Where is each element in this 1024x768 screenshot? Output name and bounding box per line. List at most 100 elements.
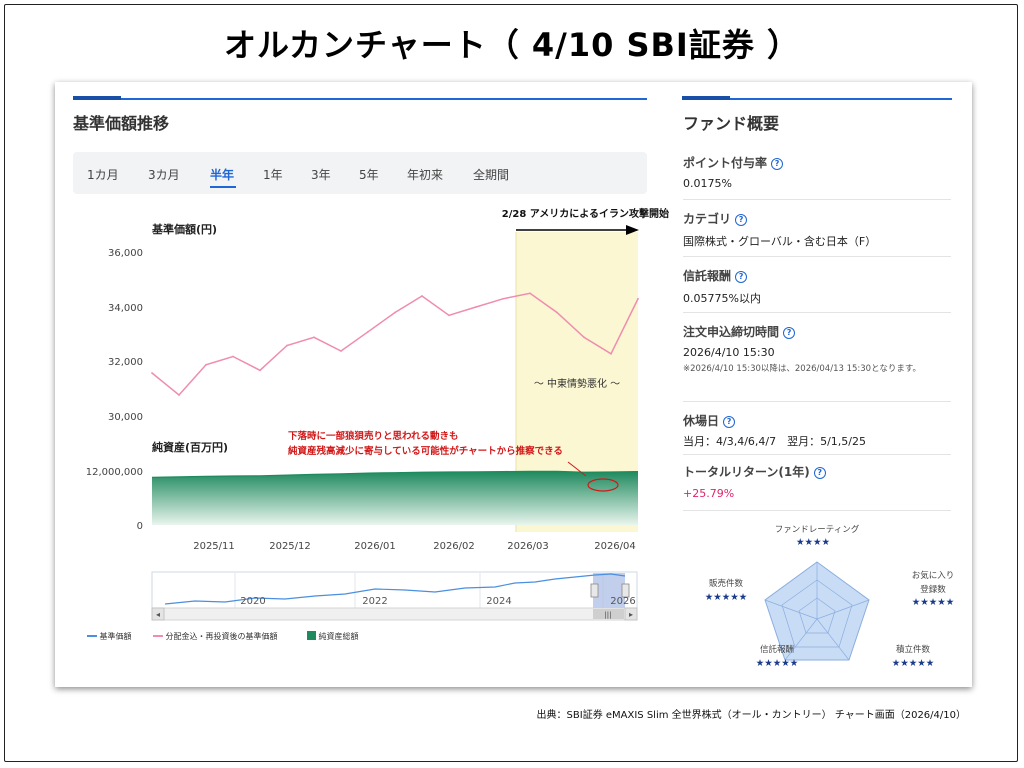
x-tick-label: 2026/01 <box>354 541 396 552</box>
navigator-tick-label: 2024 <box>486 596 511 607</box>
nav-axis-title: 基準価額(円) <box>151 222 217 236</box>
order-deadline-note: ※2026/4/10 15:30以降は、2026/04/13 15:30となりま… <box>683 364 921 374</box>
tab-6month[interactable]: 半年 <box>210 168 235 182</box>
nav-point <box>259 369 261 372</box>
asset-line <box>151 470 639 478</box>
navigator-tick-label: 2022 <box>362 596 387 607</box>
rating-stars: ★★★★★ <box>892 658 935 669</box>
holiday-label: 休場日? <box>683 412 736 429</box>
radar-axis <box>816 618 850 661</box>
legend-assets[interactable]: 純資産総額 <box>307 631 359 642</box>
holiday-value: 当月：4/3,4/6,4/7 翌月：5/1,5/25 <box>683 435 867 448</box>
help-icon[interactable]: ? <box>771 158 784 170</box>
drop-pointer-line <box>567 461 587 477</box>
nav-point <box>286 344 288 347</box>
scroll-grip-icon: ||| <box>604 611 611 619</box>
asset-tick-label: 12,000,000 <box>86 467 143 478</box>
reinvest-nav-series <box>151 292 639 397</box>
navigator-tick-label: 2020 <box>240 596 265 607</box>
nav-point <box>448 314 450 317</box>
y-tick-label: 32,000 <box>108 357 143 368</box>
asset-axis-title: 純資産(百万円) <box>152 440 228 454</box>
nav-point <box>394 311 396 314</box>
help-icon[interactable]: ? <box>735 271 748 283</box>
help-icon[interactable]: ? <box>735 214 748 226</box>
divider <box>683 510 951 511</box>
nav-point <box>178 394 180 396</box>
total-return-label: トータルリターン(1年)? <box>683 463 826 480</box>
navigator-right-handle[interactable] <box>621 583 630 598</box>
legend-assets-swatch <box>307 631 316 640</box>
x-tick-label: 2026/04 <box>594 541 636 552</box>
radar-axis <box>816 599 870 620</box>
rating-label-fund-rating: ファンドレーティング <box>775 524 860 535</box>
rating-stars: ★★★★★ <box>756 658 799 669</box>
help-icon[interactable]: ? <box>783 327 796 339</box>
order-deadline-label: 注文申込締切時間? <box>683 323 796 340</box>
legend-nav-swatch <box>87 635 97 637</box>
tab-1month[interactable]: 1カ月 <box>87 168 119 182</box>
navigator-left-handle[interactable] <box>590 583 599 598</box>
tab-1year[interactable]: 1年 <box>263 168 283 182</box>
page-title: オルカンチャート（ 4/10 SBI証券 ） <box>224 26 800 64</box>
legend-reinvest-swatch <box>153 635 163 637</box>
tab-3year[interactable]: 3年 <box>311 168 331 182</box>
drop-annotation-line2: 純資産残高減少に寄与している可能性がチャートから推察できる <box>288 445 563 457</box>
drop-highlight-ellipse <box>587 478 619 492</box>
war-arrow-head <box>626 225 639 235</box>
nav-point <box>637 297 639 300</box>
asset-area <box>152 471 638 525</box>
legend-nav-label: 基準価額 <box>99 632 132 641</box>
order-deadline-value: 2026/4/10 15:30 <box>683 346 775 359</box>
active-tab-underline <box>210 186 236 188</box>
war-annotation: 2/28 アメリカによるイラン攻撃開始 <box>502 207 669 220</box>
rating-label-favorites-2: 登録数 <box>920 584 946 595</box>
navigator-scrollbar[interactable] <box>151 607 638 621</box>
range-navigator[interactable] <box>151 571 638 610</box>
point-rate-label: ポイント付与率? <box>683 154 784 171</box>
navigator-tick-label: 2026 <box>610 596 635 607</box>
help-icon[interactable]: ? <box>723 416 736 428</box>
tab-3month[interactable]: 3カ月 <box>148 168 180 182</box>
legend-reinvest-label: 分配金込・再投資後の基準価額 <box>165 632 278 641</box>
radar-axis <box>784 618 818 661</box>
category-value: 国際株式・グローバル・含む日本（F） <box>683 235 877 248</box>
period-tabs: 1カ月 3カ月 半年 1年 3年 5年 年初来 全期間 <box>73 152 647 194</box>
y-tick-label: 34,000 <box>108 303 143 314</box>
rating-stars: ★★★★★ <box>912 597 955 608</box>
scroll-left-button[interactable] <box>151 607 165 621</box>
section-divider-accent <box>73 96 121 100</box>
source-caption: 出典：SBI証券 eMAXIS Slim 全世界株式（オール・カントリー） チャ… <box>536 710 966 721</box>
radar-grid <box>798 597 836 634</box>
drop-annotation-line1: 下落時に一部狼狽売りと思われる動きも <box>288 430 459 442</box>
divider <box>683 454 951 455</box>
fund-rating-radar: ファンドレーティング ★★★★ お気に入り 登録数 ★★★★★ 積立件数 ★★★… <box>705 524 955 669</box>
x-tick-label: 2026/02 <box>433 541 475 552</box>
rating-label-favorites-1: お気に入り <box>912 570 955 581</box>
scroll-right-button[interactable] <box>624 607 638 621</box>
chart-section-title: 基準価額推移 <box>73 114 170 133</box>
nav-point <box>340 350 342 352</box>
price-chart[interactable]: 基準価額(円) 36,000 34,000 32,000 30,000 純資産(… <box>55 82 972 687</box>
tab-all[interactable]: 全期間 <box>473 168 510 182</box>
divider <box>683 199 951 200</box>
nav-point <box>475 306 477 308</box>
tab-5year[interactable]: 5年 <box>359 168 379 182</box>
legend-nav[interactable]: 基準価額 <box>87 631 132 642</box>
legend-assets-label: 純資産総額 <box>318 632 359 641</box>
help-icon[interactable]: ? <box>813 467 826 479</box>
rating-label-sales-count: 販売件数 <box>709 578 744 589</box>
asset-tick-label: 0 <box>137 521 143 532</box>
nav-point <box>583 336 585 339</box>
navigator-line <box>164 573 626 605</box>
tab-ytd[interactable]: 年初来 <box>407 168 444 182</box>
screenshot-panel: 基準価額推移 1カ月 3カ月 半年 1年 3年 5年 年初来 全期間 基準価額(… <box>55 82 972 687</box>
nav-point <box>610 352 612 355</box>
trust-fee-label: 信託報酬? <box>683 267 748 284</box>
nav-point <box>367 330 369 333</box>
scroll-thumb[interactable] <box>593 609 624 619</box>
radar-grid <box>781 579 853 648</box>
total-return-value: +25.79% <box>683 487 735 500</box>
y-tick-label: 30,000 <box>108 412 143 423</box>
legend-reinvest[interactable]: 分配金込・再投資後の基準価額 <box>153 631 278 642</box>
